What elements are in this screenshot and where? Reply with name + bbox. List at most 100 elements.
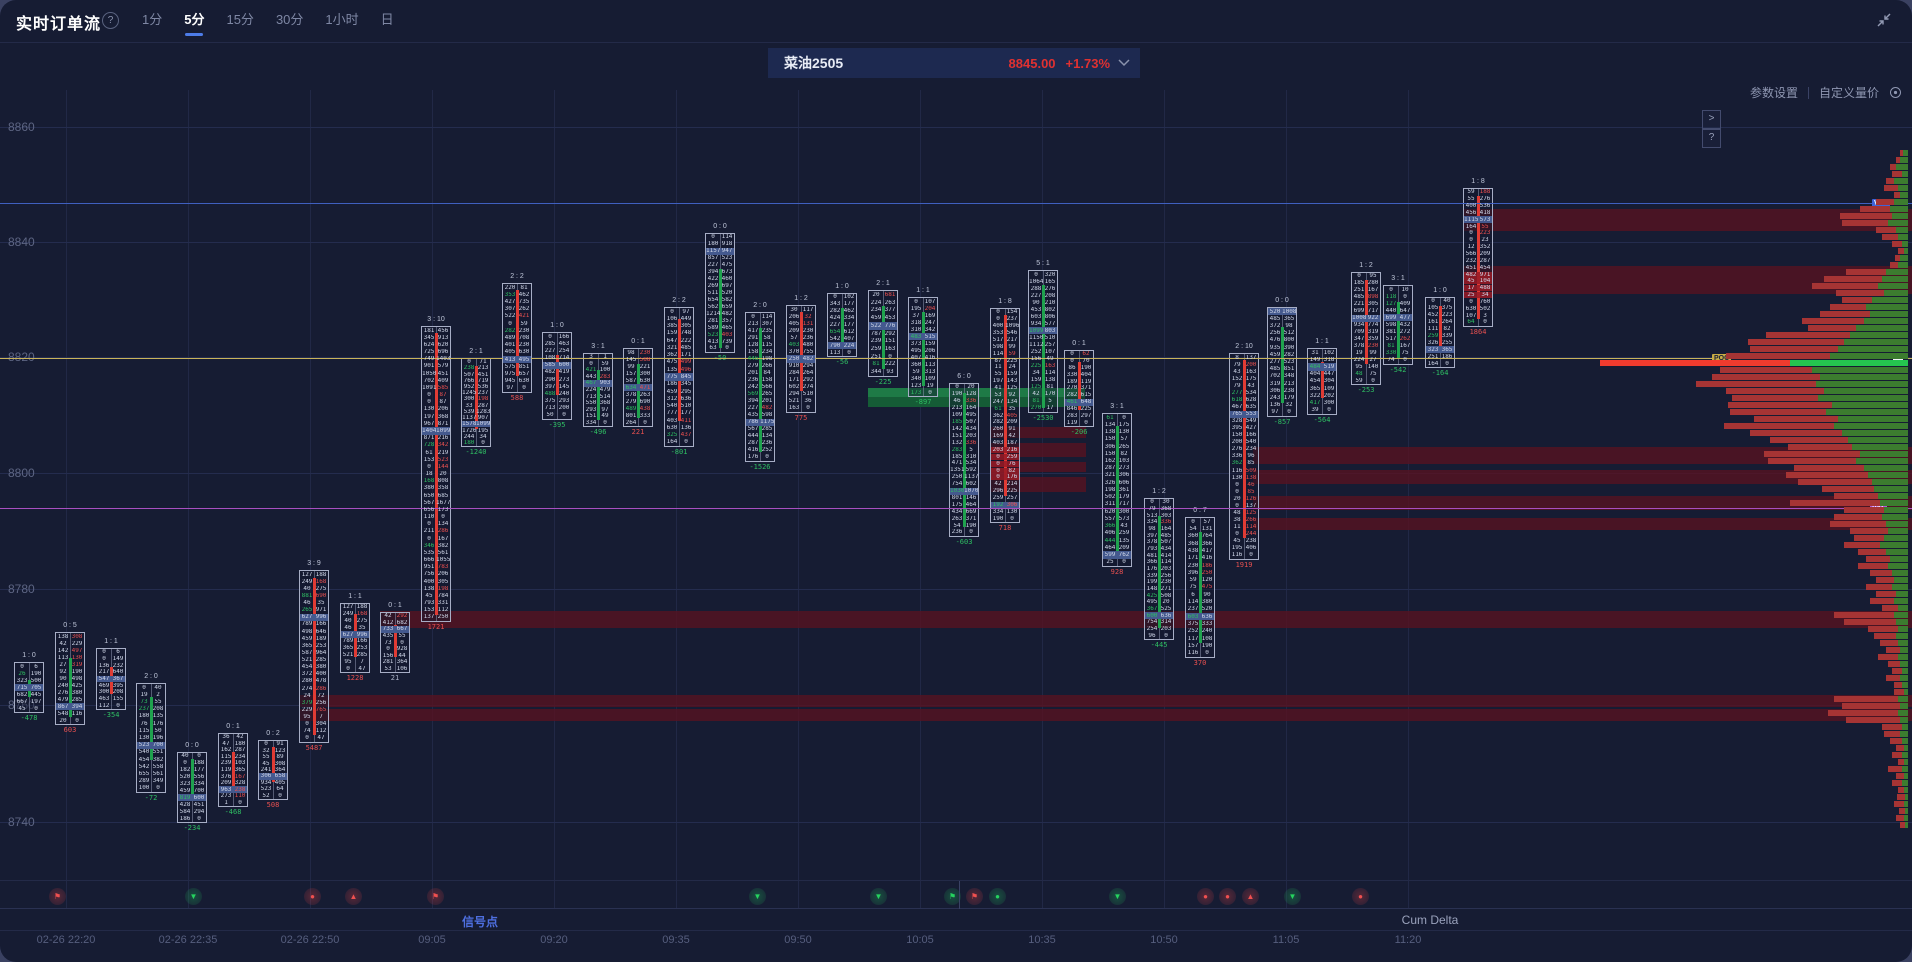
ask-volume: 566 xyxy=(761,383,773,390)
bid-volume: 523 xyxy=(260,786,272,793)
tab-日[interactable]: 日 xyxy=(380,12,394,27)
bid-volume: 168 xyxy=(423,478,435,485)
bid-volume: 130 xyxy=(138,735,150,742)
expand-side-button[interactable]: > xyxy=(1702,110,1721,129)
bid-ask-row: 53 106 xyxy=(381,666,409,673)
bid-volume: 162 xyxy=(1104,458,1116,465)
eye-icon[interactable] xyxy=(1889,86,1902,99)
ask-volume: 365 xyxy=(1283,315,1295,322)
settings-button[interactable]: 参数设置 xyxy=(1749,86,1798,100)
bid-ask-row: 1214 482 xyxy=(706,310,734,317)
bid-volume: 725 xyxy=(423,349,435,356)
candle-body-line xyxy=(435,332,438,616)
bid-volume: 434 xyxy=(951,508,963,515)
profile-sell-bar xyxy=(1860,206,1890,212)
bid-ask-row: 73 55 xyxy=(137,698,165,705)
ask-volume: 328 xyxy=(234,780,246,787)
bid-ask-row: 360 113 xyxy=(909,361,937,368)
bid-ask-row: 254 203 xyxy=(1145,626,1173,633)
bid-volume: 1091 xyxy=(422,384,436,391)
candle-header: 3 : 1 xyxy=(591,343,605,350)
footprint-candle: 0 : 1 0 62 0 70 86 190 330 404 189 119 270 371 282 615… xyxy=(1064,339,1094,436)
ask-volume: 414 xyxy=(1160,552,1172,559)
bid-volume: 413 xyxy=(707,338,719,345)
bid-volume: 353 xyxy=(504,291,516,298)
ask-volume: 202 xyxy=(1323,392,1335,399)
profile-buy-bar xyxy=(1838,346,1908,352)
bid-ask-row: 138 198 xyxy=(422,585,450,592)
bid-volume: 323 xyxy=(179,781,191,788)
profile-buy-bar xyxy=(1902,738,1908,744)
ask-volume: 46 xyxy=(1247,481,1255,488)
bid-ask-row: 220 81 xyxy=(503,284,531,291)
bid-volume: 347 xyxy=(1353,335,1365,342)
bid-ask-row: 247 134 xyxy=(991,398,1019,405)
profile-sell-bar xyxy=(1834,514,1882,520)
bid-volume: 507 xyxy=(463,371,475,378)
bid-volume: 0 xyxy=(711,234,715,241)
bid-ask-row: 203 216 xyxy=(991,446,1019,454)
ask-volume: 225 xyxy=(1080,405,1092,412)
ask-volume: 339 xyxy=(1441,332,1453,339)
bid-ask-row: 367 525 xyxy=(1145,606,1173,613)
profile-buy-bar xyxy=(1898,185,1908,191)
bid-ask-row: 227 177 xyxy=(828,322,856,329)
ask-volume: 164 xyxy=(1160,526,1172,533)
bid-ask-row: 240 425 xyxy=(56,682,84,689)
bid-ask-row: 368 366 xyxy=(1186,540,1214,547)
bid-volume: 40 xyxy=(344,617,352,624)
ask-volume: 154 xyxy=(1006,309,1018,316)
ask-volume: 871 xyxy=(437,420,449,427)
bid-volume: 254 xyxy=(1146,626,1158,633)
profile-buy-bar xyxy=(1888,220,1908,226)
bid-ask-row: 378 263 xyxy=(624,391,652,398)
tab-5分[interactable]: 5分 xyxy=(184,9,204,36)
profile-sell-bar xyxy=(1898,759,1904,765)
bid-ask-row: 469 395 xyxy=(97,682,125,689)
ask-volume: 190 xyxy=(965,522,977,529)
bid-volume: 100 xyxy=(138,785,150,792)
bid-ask-row: 300 198 xyxy=(462,396,490,402)
ask-volume: 407 xyxy=(843,335,855,342)
bid-ask-row: 269 697 xyxy=(706,283,734,290)
custom-volume-price-button[interactable]: 自定义量价 xyxy=(1818,86,1879,100)
ask-volume: 238 xyxy=(1283,387,1295,394)
bid-ask-row: 0 71 xyxy=(462,359,490,365)
ask-volume: 27 xyxy=(1369,356,1377,363)
bid-ask-row: 45 308 xyxy=(259,760,287,767)
bid-ask-row: 463 155 xyxy=(97,696,125,703)
bid-volume: 310 xyxy=(910,326,922,333)
bid-ask-row: 0 237 xyxy=(991,316,1019,323)
candle-box: 0 97 106 449 385 305 159 748 647 222 321 485 362 171 4… xyxy=(664,307,694,447)
profile-buy-bar xyxy=(1884,290,1908,296)
profile-sell-bar xyxy=(1846,717,1900,723)
help-side-button[interactable]: ? xyxy=(1702,129,1721,148)
bid-ask-row: 53 92 xyxy=(991,392,1019,399)
ask-volume: 50 xyxy=(154,727,162,734)
bid-volume: 901 xyxy=(423,363,435,370)
tab-30分[interactable]: 30分 xyxy=(275,12,304,27)
bid-volume: 467 xyxy=(585,380,597,387)
bid-ask-row: 96 0 xyxy=(1145,632,1173,639)
ask-volume: 549 xyxy=(1245,418,1257,425)
bid-volume: 0 xyxy=(427,399,431,406)
tab-1小时[interactable]: 1小时 xyxy=(325,12,359,27)
tab-1分[interactable]: 1分 xyxy=(142,12,163,27)
candle-body-line xyxy=(719,269,722,349)
ask-volume: 131 xyxy=(1201,525,1213,532)
bid-ask-row: 482 419 xyxy=(543,369,571,376)
instrument-selector[interactable]: 菜油2505 8845.00 +1.73% xyxy=(768,48,1140,78)
bid-volume: 360 xyxy=(1187,533,1199,540)
bid-volume: 47 xyxy=(222,740,230,747)
help-icon[interactable]: ? xyxy=(102,12,119,29)
ask-volume: 366 xyxy=(1201,540,1213,547)
candle-body-line xyxy=(1365,279,1368,365)
bid-volume: 175 xyxy=(951,501,963,508)
ask-volume: 510 xyxy=(1044,334,1056,341)
collapse-icon[interactable] xyxy=(1874,10,1894,30)
ask-volume: 190 xyxy=(1201,642,1213,649)
ask-volume: 996 xyxy=(315,614,327,621)
ask-volume: 546 xyxy=(1006,330,1018,337)
bid-volume: 79 xyxy=(1148,506,1156,512)
tab-15分[interactable]: 15分 xyxy=(226,12,254,27)
